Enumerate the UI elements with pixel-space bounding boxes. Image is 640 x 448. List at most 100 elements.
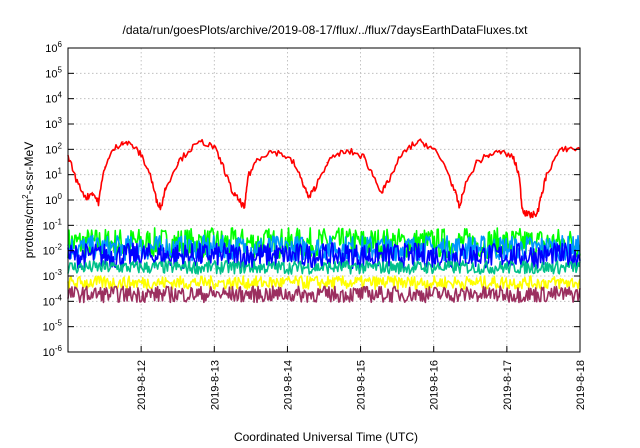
grid <box>68 48 580 352</box>
flux-data-point <box>420 141 423 143</box>
flux-data-point <box>244 207 246 209</box>
flux-data-point <box>189 148 191 150</box>
flux-data-point <box>268 151 270 153</box>
flux-data-point <box>97 201 100 204</box>
flux-data-point <box>363 156 365 158</box>
flux-data-point <box>558 151 560 153</box>
y-tick-label: 10-2 <box>43 243 63 258</box>
flux-data-point <box>350 151 353 153</box>
flux-data-point <box>247 176 249 178</box>
x-tick-label: 2019-8-17 <box>502 360 514 410</box>
y-tick-label: 106 <box>45 40 62 55</box>
flux-data-point <box>149 174 151 176</box>
flux-data-point <box>103 166 106 168</box>
flux-data-point <box>459 207 461 209</box>
flux-data-point <box>372 174 374 176</box>
flux-data-point <box>536 212 538 214</box>
y-label-sup: 2 <box>21 194 30 199</box>
flux-series-line <box>67 227 581 260</box>
flux-data-point <box>399 156 401 158</box>
y-tick-exp: -1 <box>55 217 63 226</box>
flux-data-point <box>512 156 514 158</box>
x-tick-label: 2019-8-12 <box>136 360 148 410</box>
flux-data-point <box>530 214 532 216</box>
x-tick-label: 2019-8-18 <box>575 360 587 410</box>
flux-data-point <box>445 166 447 168</box>
flux-data-point <box>213 146 215 148</box>
flux-data-point <box>545 174 548 176</box>
flux-data-point <box>518 174 520 176</box>
flux-data-point <box>256 158 258 161</box>
y-axis-label: protons/cm2-s-sr-MeV <box>21 142 36 258</box>
flux-data-point <box>231 191 234 193</box>
y-tick-base: 10 <box>43 322 55 334</box>
flux-data-point <box>381 191 383 193</box>
y-tick-label: 10-1 <box>43 217 63 232</box>
y-tick-exp: 3 <box>58 116 63 125</box>
flux-data-point <box>201 141 203 143</box>
flux-data-point <box>222 166 225 168</box>
flux-data-point <box>308 197 310 199</box>
y-tick-label: 102 <box>45 141 62 156</box>
y-tick-label: 101 <box>45 167 62 182</box>
y-tick-exp: 2 <box>58 141 63 150</box>
x-tick-label: 2019-8-14 <box>282 360 294 410</box>
y-tick-exp: -4 <box>55 293 63 302</box>
flux-data-point <box>160 207 162 209</box>
y-label-suffix: -s-sr-MeV <box>22 142 36 195</box>
y-tick-base: 10 <box>43 296 55 308</box>
flux-data-point <box>91 191 93 193</box>
flux-data-point <box>164 187 167 189</box>
flux-series-line <box>67 275 581 291</box>
flux-data-point <box>539 199 541 201</box>
flux-data-point <box>314 187 316 189</box>
y-tick-base: 10 <box>43 271 55 283</box>
y-tick-label: 10-4 <box>43 293 63 308</box>
y-tick-base: 10 <box>43 246 55 258</box>
y-tick-exp: -6 <box>55 344 63 353</box>
flux-data-point <box>326 161 328 164</box>
flux-series-line <box>67 260 581 275</box>
flux-data-point <box>433 148 435 150</box>
y-tick-exp: -3 <box>55 268 63 277</box>
flux-data-point <box>524 212 526 214</box>
flux-data-point <box>292 161 295 164</box>
flux-data-point <box>131 144 133 146</box>
flux-data-point <box>567 147 569 149</box>
flux-data-point <box>338 152 340 154</box>
flux-data-point <box>177 161 179 164</box>
x-ticks: 2019-8-12 2019-8-13 2019-8-14 2019-8-15 2019… <box>136 346 587 410</box>
y-tick-label: 105 <box>45 65 62 80</box>
flux-data-point <box>463 187 465 189</box>
y-tick-base: 10 <box>45 68 57 80</box>
y-tick-base: 10 <box>45 119 57 131</box>
y-tick-label: 100 <box>45 192 62 207</box>
flux-data-point <box>475 161 477 164</box>
y-tick-label: 10-5 <box>43 319 63 334</box>
x-axis-label: Coordinated Universal Time (UTC) <box>234 430 418 444</box>
y-tick-exp: 1 <box>58 167 63 176</box>
flux-series-line <box>67 138 581 219</box>
flux-data-point <box>411 144 413 146</box>
x-tick-label: 2019-8-15 <box>356 360 368 410</box>
y-tick-label: 104 <box>45 91 62 106</box>
flux-data-point <box>500 151 502 153</box>
y-tick-base: 10 <box>45 144 57 156</box>
flux-data-point <box>487 154 490 156</box>
flux-data-point <box>113 148 115 150</box>
flux-data-point <box>140 154 142 156</box>
flux-data-point <box>122 141 124 143</box>
y-tick-base: 10 <box>45 170 57 182</box>
flux-data-point <box>280 152 282 154</box>
y-tick-exp: -2 <box>55 243 63 252</box>
y-tick-exp: 5 <box>58 65 63 74</box>
y-tick-label: 10-6 <box>43 344 63 359</box>
y-tick-exp: 0 <box>58 192 63 201</box>
flux-data-point <box>76 181 78 183</box>
y-tick-exp: 6 <box>58 40 63 49</box>
y-tick-base: 10 <box>45 43 57 55</box>
y-tick-exp: 4 <box>58 91 63 100</box>
y-ticks: 10-610-510-410-310-210-11001011021031041… <box>43 40 580 359</box>
flux-data-point <box>302 181 304 183</box>
